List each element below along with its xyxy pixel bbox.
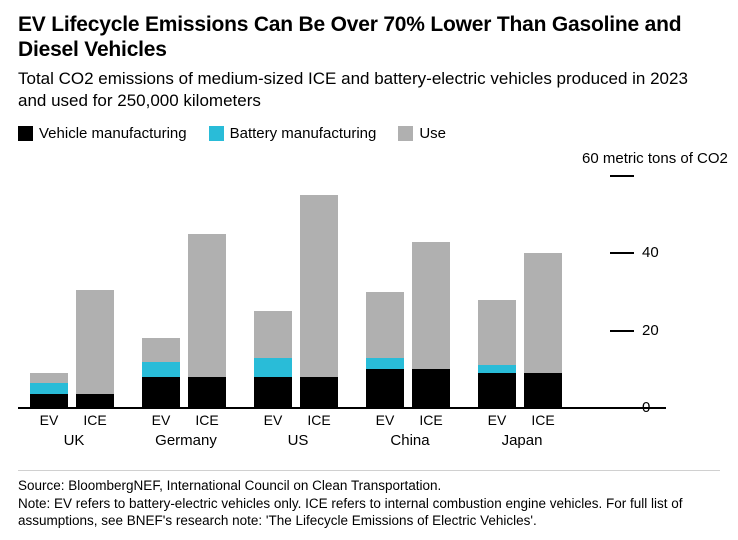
segment-battery bbox=[30, 383, 68, 395]
segment-battery bbox=[366, 358, 404, 370]
ytick-dash bbox=[610, 330, 634, 332]
legend-item-vehicle: Vehicle manufacturing bbox=[18, 125, 187, 142]
group-label: Japan bbox=[466, 408, 578, 449]
segment-vehicle bbox=[254, 377, 292, 408]
group-label: US bbox=[242, 408, 354, 449]
segment-use bbox=[142, 338, 180, 361]
group-uk: EVICEUK bbox=[18, 176, 130, 408]
segment-vehicle bbox=[478, 373, 516, 408]
ytick-label: 40 bbox=[642, 244, 659, 261]
segment-use bbox=[254, 311, 292, 357]
ytick-dash bbox=[610, 252, 634, 254]
figure: EV Lifecycle Emissions Can Be Over 70% L… bbox=[0, 0, 738, 540]
bar-ev bbox=[142, 338, 180, 408]
bar-ice bbox=[524, 253, 562, 408]
bar-ev bbox=[254, 311, 292, 408]
segment-vehicle bbox=[412, 369, 450, 408]
group-label: China bbox=[354, 408, 466, 449]
segment-use bbox=[412, 242, 450, 370]
legend-item-use: Use bbox=[398, 125, 446, 142]
group-label: UK bbox=[18, 408, 130, 449]
group-label: Germany bbox=[130, 408, 242, 449]
group-us: EVICEUS bbox=[242, 176, 354, 408]
segment-use bbox=[76, 290, 114, 394]
segment-vehicle bbox=[188, 377, 226, 408]
bar-ev bbox=[478, 300, 516, 408]
segment-vehicle bbox=[142, 377, 180, 408]
chart-title: EV Lifecycle Emissions Can Be Over 70% L… bbox=[18, 12, 720, 62]
legend-swatch-use bbox=[398, 126, 413, 141]
segment-battery bbox=[478, 365, 516, 373]
legend: Vehicle manufacturing Battery manufacturi… bbox=[18, 125, 720, 142]
legend-label: Use bbox=[419, 125, 446, 142]
bar-ice bbox=[412, 242, 450, 408]
segment-use bbox=[300, 195, 338, 377]
source-line: Source: BloombergNEF, International Coun… bbox=[18, 477, 720, 495]
segment-use bbox=[478, 300, 516, 366]
bar-ev bbox=[30, 373, 68, 408]
legend-label: Battery manufacturing bbox=[230, 125, 377, 142]
segment-battery bbox=[254, 358, 292, 377]
segment-use bbox=[366, 292, 404, 358]
chart-subtitle: Total CO2 emissions of medium-sized ICE … bbox=[18, 68, 720, 111]
bar-ice bbox=[76, 290, 114, 408]
chart: 60 metric tons of CO2 02040EVICEUKEVICEG… bbox=[18, 148, 720, 446]
segment-use bbox=[30, 373, 68, 383]
bar-ice bbox=[188, 234, 226, 408]
segment-use bbox=[188, 234, 226, 377]
y-axis-max-label: 60 metric tons of CO2 bbox=[582, 150, 728, 167]
group-japan: EVICEJapan bbox=[466, 176, 578, 408]
note-line: Note: EV refers to battery-electric vehi… bbox=[18, 495, 720, 530]
segment-use bbox=[524, 253, 562, 373]
segment-battery bbox=[142, 362, 180, 377]
segment-vehicle bbox=[524, 373, 562, 408]
plot-area: 02040EVICEUKEVICEGermanyEVICEUSEVICEChin… bbox=[18, 176, 578, 408]
segment-vehicle bbox=[300, 377, 338, 408]
legend-swatch-vehicle bbox=[18, 126, 33, 141]
group-germany: EVICEGermany bbox=[130, 176, 242, 408]
bar-ev bbox=[366, 292, 404, 408]
ytick-dash bbox=[610, 175, 634, 177]
bar-ice bbox=[300, 195, 338, 408]
group-china: EVICEChina bbox=[354, 176, 466, 408]
segment-vehicle bbox=[366, 369, 404, 408]
legend-label: Vehicle manufacturing bbox=[39, 125, 187, 142]
chart-footer: Source: BloombergNEF, International Coun… bbox=[18, 470, 720, 530]
segment-vehicle bbox=[30, 394, 68, 408]
legend-swatch-battery bbox=[209, 126, 224, 141]
ytick-label: 20 bbox=[642, 322, 659, 339]
segment-vehicle bbox=[76, 394, 114, 408]
legend-item-battery: Battery manufacturing bbox=[209, 125, 377, 142]
